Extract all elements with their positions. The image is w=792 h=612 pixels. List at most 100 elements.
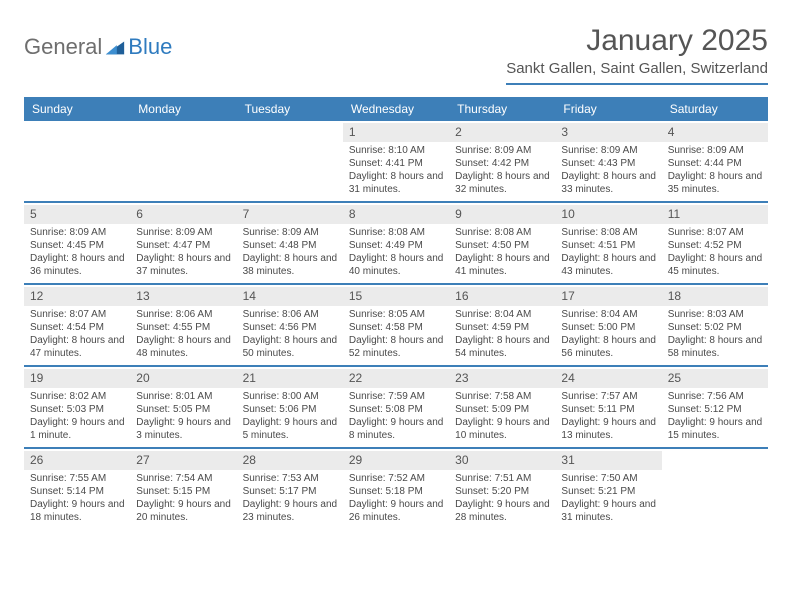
logo-mark-icon (104, 36, 126, 58)
day-cell: 4Sunrise: 8:09 AMSunset: 4:44 PMDaylight… (662, 121, 768, 201)
day-cell: 13 Sunrise: 8:06 AMSunset: 4:55 PMDayligh… (130, 285, 236, 365)
logo-text-blue: Blue (128, 34, 172, 60)
day-cell: 22 Sunrise: 7:59 AMSunset: 5:08 PMDayligh… (343, 367, 449, 447)
day-details: Sunrise: 8:09 AMSunset: 4:43 PMDaylight:… (561, 145, 657, 196)
day-details: Sunrise: 7:57 AMSunset: 5:11 PMDaylight:… (561, 391, 657, 442)
week-row: 19Sunrise: 8:02 AMSunset: 5:03 PMDayligh… (24, 367, 768, 447)
week-row: 1 Sunrise: 8:10 AMSunset: 4:41 PMDaylight… (24, 121, 768, 201)
day-number: 19 (24, 369, 130, 388)
dow-cell: Tuesday (237, 97, 343, 121)
weeks-container: 1 Sunrise: 8:10 AMSunset: 4:41 PMDaylight… (24, 121, 768, 529)
day-cell: 9 Sunrise: 8:08 AMSunset: 4:50 PMDaylight… (449, 203, 555, 283)
day-number: 28 (237, 451, 343, 470)
day-cell: 26Sunrise: 7:55 AMSunset: 5:14 PMDayligh… (24, 449, 130, 529)
day-cell: 15Sunrise: 8:05 AMSunset: 4:58 PMDayligh… (343, 285, 449, 365)
day-cell: 17Sunrise: 8:04 AMSunset: 5:00 PMDayligh… (555, 285, 661, 365)
empty-day-cell (130, 121, 236, 201)
day-details: Sunrise: 8:10 AMSunset: 4:41 PMDaylight:… (349, 145, 445, 196)
day-number: 23 (449, 369, 555, 388)
day-cell: 29 Sunrise: 7:52 AMSunset: 5:18 PMDayligh… (343, 449, 449, 529)
day-of-week-header: SundayMondayTuesdayWednesdayThursdayFrid… (24, 97, 768, 121)
day-details: Sunrise: 8:09 AMSunset: 4:42 PMDaylight:… (455, 145, 551, 196)
empty-day-cell (662, 449, 768, 529)
day-details: Sunrise: 7:54 AMSunset: 5:15 PMDaylight:… (136, 473, 232, 524)
day-cell: 23 Sunrise: 7:58 AMSunset: 5:09 PMDayligh… (449, 367, 555, 447)
day-number: 14 (237, 287, 343, 306)
day-number: 6 (130, 205, 236, 224)
day-number: 11 (662, 205, 768, 224)
day-number: 16 (449, 287, 555, 306)
dow-cell: Wednesday (343, 97, 449, 121)
day-number: 7 (237, 205, 343, 224)
day-details: Sunrise: 8:00 AMSunset: 5:06 PMDaylight:… (243, 391, 339, 442)
day-cell: 11 Sunrise: 8:07 AMSunset: 4:52 PMDayligh… (662, 203, 768, 283)
dow-cell: Friday (555, 97, 661, 121)
day-number: 10 (555, 205, 661, 224)
day-number: 9 (449, 205, 555, 224)
week-row: 5Sunrise: 8:09 AMSunset: 4:45 PMDaylight… (24, 203, 768, 283)
day-details: Sunrise: 7:52 AMSunset: 5:18 PMDaylight:… (349, 473, 445, 524)
day-cell: 31 Sunrise: 7:50 AMSunset: 5:21 PMDayligh… (555, 449, 661, 529)
day-number: 12 (24, 287, 130, 306)
day-cell: 28Sunrise: 7:53 AMSunset: 5:17 PMDayligh… (237, 449, 343, 529)
day-number: 8 (343, 205, 449, 224)
day-details: Sunrise: 8:06 AMSunset: 4:56 PMDaylight:… (243, 309, 339, 360)
day-details: Sunrise: 8:08 AMSunset: 4:50 PMDaylight:… (455, 227, 551, 278)
day-cell: 1 Sunrise: 8:10 AMSunset: 4:41 PMDaylight… (343, 121, 449, 201)
title-block: January 2025 Sankt Gallen, Saint Gallen,… (506, 24, 768, 85)
logo: General Blue (24, 24, 172, 60)
day-details: Sunrise: 8:03 AMSunset: 5:02 PMDaylight:… (668, 309, 764, 360)
dow-cell: Saturday (662, 97, 768, 121)
day-number: 25 (662, 369, 768, 388)
day-details: Sunrise: 8:07 AMSunset: 4:54 PMDaylight:… (30, 309, 126, 360)
day-number: 13 (130, 287, 236, 306)
day-number: 31 (555, 451, 661, 470)
day-number: 1 (343, 123, 449, 142)
day-details: Sunrise: 8:09 AMSunset: 4:44 PMDaylight:… (668, 145, 764, 196)
day-details: Sunrise: 8:08 AMSunset: 4:51 PMDaylight:… (561, 227, 657, 278)
month-title: January 2025 (506, 24, 768, 58)
day-cell: 8 Sunrise: 8:08 AMSunset: 4:49 PMDaylight… (343, 203, 449, 283)
day-cell: 7 Sunrise: 8:09 AMSunset: 4:48 PMDaylight… (237, 203, 343, 283)
day-details: Sunrise: 8:07 AMSunset: 4:52 PMDaylight:… (668, 227, 764, 278)
day-number: 22 (343, 369, 449, 388)
day-number: 20 (130, 369, 236, 388)
day-number: 15 (343, 287, 449, 306)
day-number: 2 (449, 123, 555, 142)
day-cell: 18 Sunrise: 8:03 AMSunset: 5:02 PMDayligh… (662, 285, 768, 365)
day-cell: 27 Sunrise: 7:54 AMSunset: 5:15 PMDayligh… (130, 449, 236, 529)
day-details: Sunrise: 8:09 AMSunset: 4:47 PMDaylight:… (136, 227, 232, 278)
day-number: 21 (237, 369, 343, 388)
calendar: SundayMondayTuesdayWednesdayThursdayFrid… (24, 97, 768, 529)
day-cell: 24 Sunrise: 7:57 AMSunset: 5:11 PMDayligh… (555, 367, 661, 447)
day-cell: 30 Sunrise: 7:51 AMSunset: 5:20 PMDayligh… (449, 449, 555, 529)
day-number: 18 (662, 287, 768, 306)
day-cell: 16Sunrise: 8:04 AMSunset: 4:59 PMDayligh… (449, 285, 555, 365)
day-number: 29 (343, 451, 449, 470)
day-details: Sunrise: 8:06 AMSunset: 4:55 PMDaylight:… (136, 309, 232, 360)
header: General Blue January 2025 Sankt Gallen, … (0, 0, 792, 91)
day-details: Sunrise: 7:58 AMSunset: 5:09 PMDaylight:… (455, 391, 551, 442)
day-details: Sunrise: 7:59 AMSunset: 5:08 PMDaylight:… (349, 391, 445, 442)
day-details: Sunrise: 8:09 AMSunset: 4:48 PMDaylight:… (243, 227, 339, 278)
dow-cell: Sunday (24, 97, 130, 121)
day-number: 17 (555, 287, 661, 306)
day-cell: 10 Sunrise: 8:08 AMSunset: 4:51 PMDayligh… (555, 203, 661, 283)
day-cell: 14 Sunrise: 8:06 AMSunset: 4:56 PMDayligh… (237, 285, 343, 365)
day-number: 5 (24, 205, 130, 224)
location-text: Sankt Gallen, Saint Gallen, Switzerland (506, 60, 768, 85)
day-details: Sunrise: 8:08 AMSunset: 4:49 PMDaylight:… (349, 227, 445, 278)
empty-day-cell (237, 121, 343, 201)
dow-cell: Monday (130, 97, 236, 121)
day-cell: 19Sunrise: 8:02 AMSunset: 5:03 PMDayligh… (24, 367, 130, 447)
day-details: Sunrise: 7:50 AMSunset: 5:21 PMDaylight:… (561, 473, 657, 524)
day-cell: 12 Sunrise: 8:07 AMSunset: 4:54 PMDayligh… (24, 285, 130, 365)
day-number: 27 (130, 451, 236, 470)
day-details: Sunrise: 7:51 AMSunset: 5:20 PMDaylight:… (455, 473, 551, 524)
day-number: 30 (449, 451, 555, 470)
day-number: 24 (555, 369, 661, 388)
week-row: 26Sunrise: 7:55 AMSunset: 5:14 PMDayligh… (24, 449, 768, 529)
day-number: 26 (24, 451, 130, 470)
day-details: Sunrise: 8:01 AMSunset: 5:05 PMDaylight:… (136, 391, 232, 442)
dow-cell: Thursday (449, 97, 555, 121)
